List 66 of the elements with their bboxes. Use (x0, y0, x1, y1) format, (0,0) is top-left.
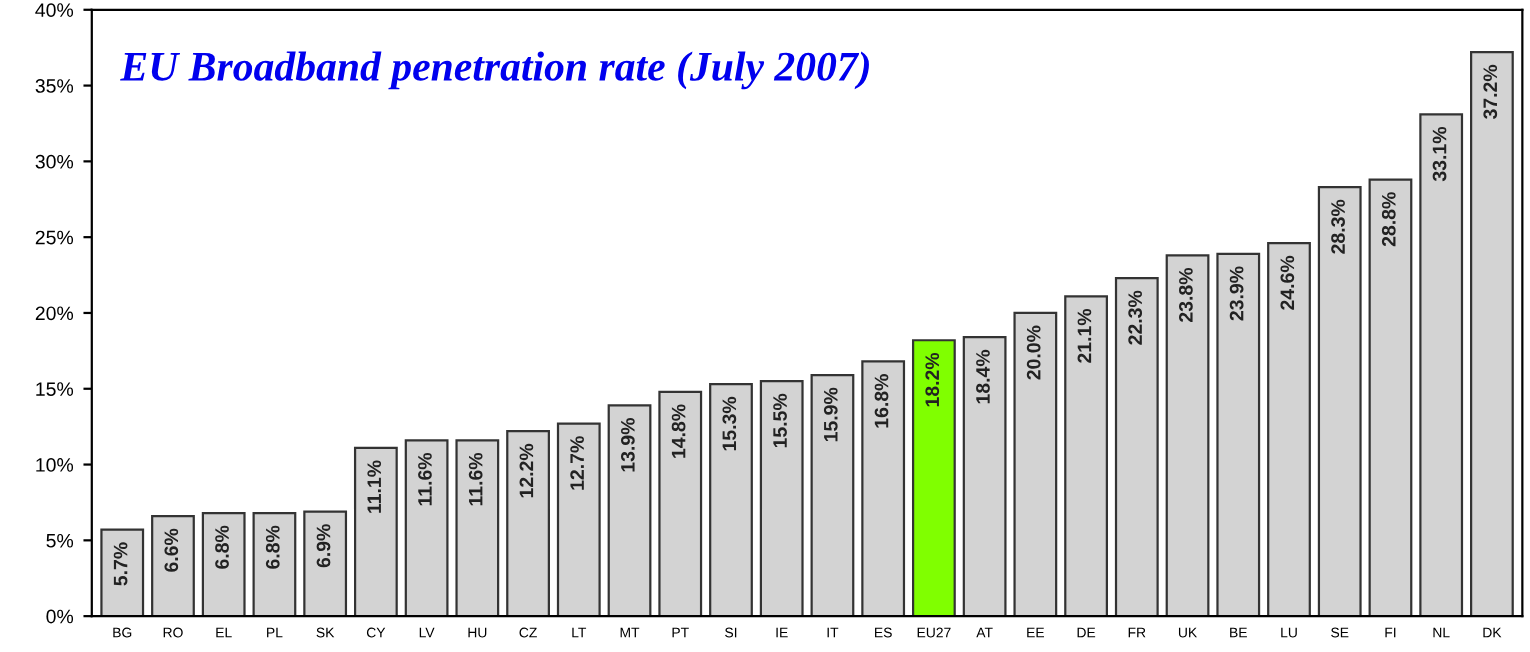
bar (455, 439, 500, 617)
data-label: 24.6% (1280, 255, 1295, 310)
bar (658, 390, 703, 617)
data-label: 37.2% (1483, 64, 1498, 120)
bar (709, 383, 753, 617)
data-label: 18.4% (976, 349, 990, 404)
data-label: 28.8% (1381, 192, 1396, 247)
bar (607, 404, 652, 617)
data-label: 11.6% (418, 452, 432, 506)
data-label: 6.8% (215, 525, 229, 569)
y-tick-label: 30% (35, 154, 74, 169)
bar (1216, 252, 1261, 617)
data-label: 20.0% (1026, 325, 1041, 380)
data-label: 6.6% (164, 528, 179, 572)
bar (1114, 276, 1159, 617)
data-label: 18.2% (925, 352, 940, 407)
bar (810, 374, 855, 617)
bar (962, 336, 1007, 617)
bar (1013, 311, 1058, 617)
data-label: 14.8% (671, 404, 686, 458)
data-label: 28.3% (1331, 199, 1345, 254)
data-label: 11.1% (367, 460, 382, 513)
bar (252, 511, 297, 617)
bar (759, 380, 804, 617)
data-label: 13.9% (620, 418, 635, 472)
bar (1368, 178, 1413, 617)
data-label: 15.5% (773, 393, 787, 448)
bar (353, 446, 398, 617)
data-label: 16.8% (874, 374, 889, 428)
bar (861, 360, 906, 617)
data-label: 11.6% (468, 452, 483, 506)
y-tick-label: 15% (36, 382, 74, 396)
bar (303, 510, 348, 617)
bar (911, 339, 956, 617)
bar (1419, 113, 1464, 617)
y-tick-label: 0% (46, 609, 74, 624)
bar (1165, 254, 1210, 617)
data-label: 22.3% (1128, 290, 1143, 345)
data-label: 6.8% (265, 525, 280, 569)
y-tick-label: 20% (35, 306, 74, 321)
text: EU Broadband penetration rate (July 2007) (120, 51, 869, 90)
data-label: 12.2% (519, 443, 534, 498)
data-label: 33.1% (1432, 127, 1447, 182)
data-label: 23.9% (1229, 266, 1244, 321)
bar (100, 528, 145, 617)
bar (1267, 242, 1311, 617)
bar (201, 511, 246, 617)
data-label: 21.1% (1077, 308, 1092, 363)
y-tick-label: 35% (35, 79, 74, 93)
data-label: 6.9% (316, 524, 331, 568)
bar (506, 430, 550, 617)
bar (556, 422, 601, 617)
bar (1470, 51, 1514, 617)
y-tick-label: 5% (46, 533, 74, 548)
data-label: 23.8% (1178, 267, 1193, 322)
bar (404, 439, 449, 617)
data-label: 12.7% (570, 436, 584, 490)
bar (151, 514, 195, 617)
bar (1064, 295, 1108, 617)
y-tick-label: 40% (35, 3, 74, 18)
y-tick-label: 25% (35, 230, 74, 245)
bar (1317, 186, 1362, 617)
y-tick-label: 10% (36, 458, 74, 472)
data-label: 15.3% (722, 396, 737, 451)
data-label: 15.9% (823, 387, 838, 442)
data-label: 5.7% (113, 542, 128, 586)
